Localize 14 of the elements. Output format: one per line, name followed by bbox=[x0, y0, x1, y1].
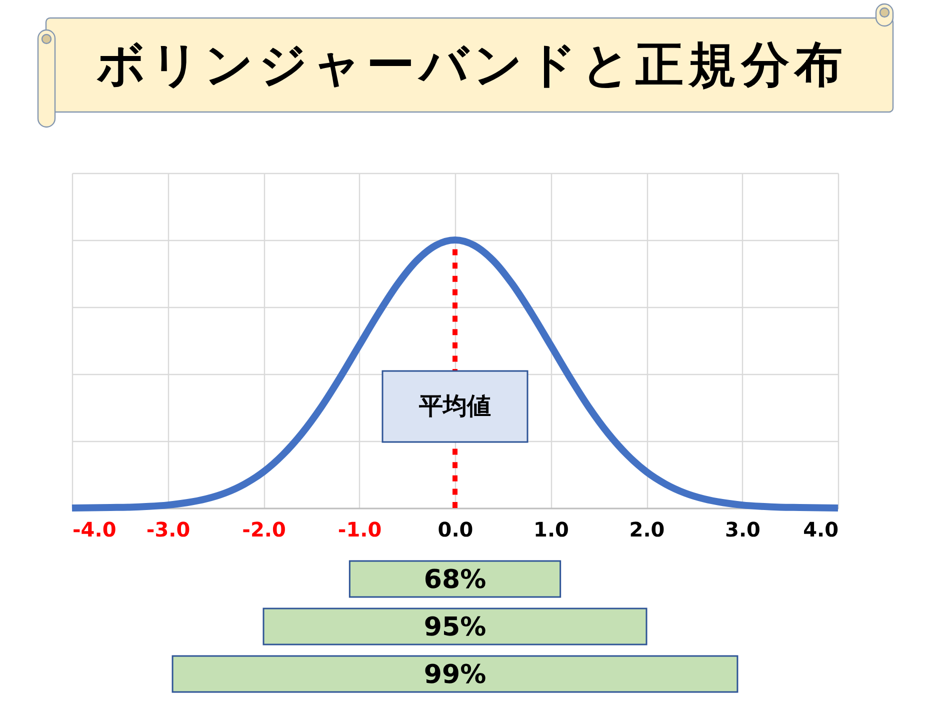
x-tick-label: -3.0 bbox=[146, 518, 190, 542]
category-label: 68% bbox=[424, 565, 486, 595]
category-label: 99% bbox=[424, 660, 486, 690]
x-tick-label: -1.0 bbox=[338, 518, 382, 542]
x-tick-label: 4.0 bbox=[803, 518, 838, 542]
x-tick-label: -4.0 bbox=[72, 518, 116, 542]
x-tick-label: 0.0 bbox=[438, 518, 474, 542]
x-tick-label: 2.0 bbox=[629, 518, 665, 542]
ref-line-label: 平均値 bbox=[418, 392, 491, 420]
chart-title: ボリンジャーバンドと正規分布 bbox=[46, 18, 893, 112]
category-label: 95% bbox=[424, 612, 486, 642]
x-tick-label: 1.0 bbox=[534, 518, 569, 542]
x-tick-label: -2.0 bbox=[242, 518, 286, 542]
x-tick-label: 3.0 bbox=[725, 518, 760, 542]
